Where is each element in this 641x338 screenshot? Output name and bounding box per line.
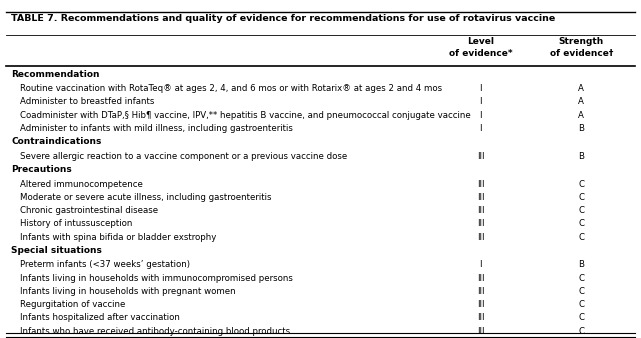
Text: Level
of evidence*: Level of evidence* (449, 38, 513, 57)
Text: III: III (477, 206, 485, 215)
Text: Severe allergic reaction to a vaccine component or a previous vaccine dose: Severe allergic reaction to a vaccine co… (21, 152, 347, 161)
Text: C: C (578, 327, 584, 336)
Text: Special situations: Special situations (12, 246, 103, 255)
Text: B: B (578, 152, 584, 161)
Text: A: A (578, 111, 584, 120)
Text: III: III (477, 327, 485, 336)
Text: Moderate or severe acute illness, including gastroenteritis: Moderate or severe acute illness, includ… (21, 193, 272, 202)
Text: Altered immunocompetence: Altered immunocompetence (21, 179, 143, 189)
Text: I: I (479, 260, 482, 269)
Text: Infants who have received antibody-containing blood products: Infants who have received antibody-conta… (21, 327, 290, 336)
Text: C: C (578, 313, 584, 322)
Text: C: C (578, 193, 584, 202)
Text: History of intussusception: History of intussusception (21, 219, 133, 228)
Text: C: C (578, 287, 584, 296)
Text: Administer to infants with mild illness, including gastroenteritis: Administer to infants with mild illness,… (21, 124, 293, 133)
Text: C: C (578, 233, 584, 242)
Text: C: C (578, 300, 584, 309)
Text: Strength
of evidence†: Strength of evidence† (549, 38, 613, 57)
Text: III: III (477, 233, 485, 242)
Text: Infants living in households with pregnant women: Infants living in households with pregna… (21, 287, 236, 296)
Text: Regurgitation of vaccine: Regurgitation of vaccine (21, 300, 126, 309)
Text: III: III (477, 313, 485, 322)
Text: Recommendation: Recommendation (12, 70, 100, 79)
Text: Precautions: Precautions (12, 165, 72, 174)
Text: Coadminister with DTaP,§ Hib¶ vaccine, IPV,** hepatitis B vaccine, and pneumococ: Coadminister with DTaP,§ Hib¶ vaccine, I… (21, 111, 471, 120)
Text: C: C (578, 206, 584, 215)
Text: C: C (578, 179, 584, 189)
Text: III: III (477, 179, 485, 189)
Text: A: A (578, 97, 584, 106)
Text: Chronic gastrointestinal disease: Chronic gastrointestinal disease (21, 206, 158, 215)
Text: III: III (477, 193, 485, 202)
Text: Preterm infants (<37 weeks’ gestation): Preterm infants (<37 weeks’ gestation) (21, 260, 190, 269)
Text: III: III (477, 152, 485, 161)
Text: C: C (578, 274, 584, 283)
Text: B: B (578, 124, 584, 133)
Text: I: I (479, 124, 482, 133)
Text: III: III (477, 287, 485, 296)
Text: I: I (479, 97, 482, 106)
Text: Contraindications: Contraindications (12, 137, 102, 146)
Text: I: I (479, 84, 482, 93)
Text: III: III (477, 219, 485, 228)
Text: C: C (578, 219, 584, 228)
Text: Routine vaccination with RotaTeq® at ages 2, 4, and 6 mos or with Rotarix® at ag: Routine vaccination with RotaTeq® at age… (21, 84, 442, 93)
Text: B: B (578, 260, 584, 269)
Text: Infants with spina bifida or bladder exstrophy: Infants with spina bifida or bladder exs… (21, 233, 217, 242)
Text: III: III (477, 274, 485, 283)
Text: Infants hospitalized after vaccination: Infants hospitalized after vaccination (21, 313, 180, 322)
Text: A: A (578, 84, 584, 93)
Text: TABLE 7. Recommendations and quality of evidence for recommendations for use of : TABLE 7. Recommendations and quality of … (12, 14, 556, 23)
Text: Administer to breastfed infants: Administer to breastfed infants (21, 97, 154, 106)
Text: Infants living in households with immunocompromised persons: Infants living in households with immuno… (21, 274, 293, 283)
Text: I: I (479, 111, 482, 120)
Text: III: III (477, 300, 485, 309)
